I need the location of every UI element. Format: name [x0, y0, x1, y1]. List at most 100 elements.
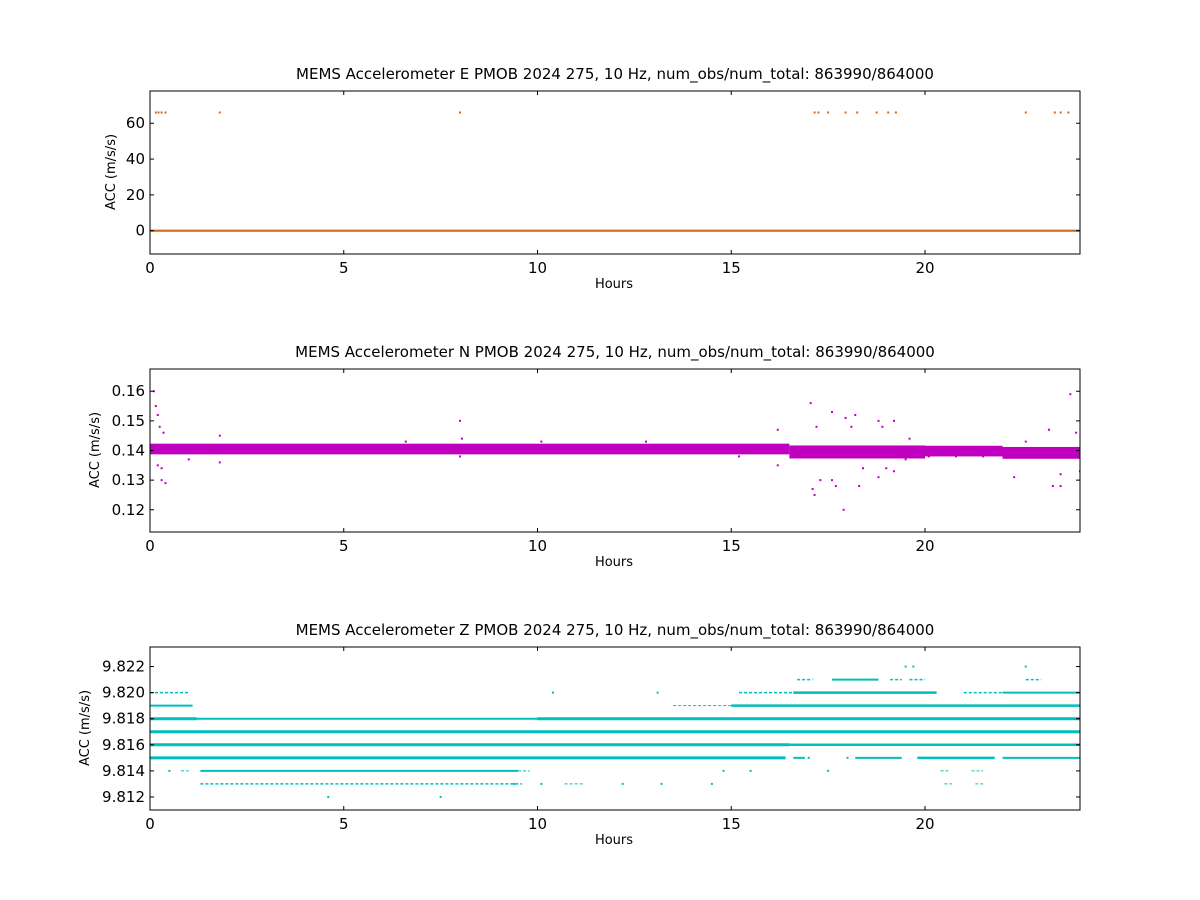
- data-point: [710, 782, 713, 785]
- data-marks: [150, 111, 1080, 232]
- data-point: [738, 455, 740, 458]
- y-tick-label: 9.816: [102, 736, 145, 754]
- x-axis-label: Hours: [595, 277, 633, 292]
- y-tick-label: 0.12: [112, 501, 145, 519]
- data-point: [885, 467, 888, 470]
- data-point: [893, 470, 895, 473]
- y-tick-label: 0.16: [112, 382, 145, 400]
- data-point: [877, 419, 880, 422]
- data-point: [1051, 485, 1054, 488]
- data-point: [862, 467, 864, 470]
- data-point: [831, 479, 833, 482]
- data-point: [827, 111, 830, 114]
- data-point: [813, 111, 816, 114]
- y-tick-label: 9.822: [102, 658, 145, 676]
- data-point: [1059, 485, 1062, 488]
- data-point: [459, 111, 461, 114]
- data-point: [815, 425, 818, 428]
- data-point: [844, 416, 847, 419]
- x-tick-label: 0: [145, 259, 155, 277]
- x-tick-label: 15: [722, 259, 741, 277]
- y-tick-label: 0: [135, 222, 145, 240]
- data-point: [875, 111, 878, 114]
- data-point: [887, 111, 890, 114]
- y-tick-label: 60: [126, 114, 145, 132]
- data-point: [856, 111, 859, 114]
- data-point: [1024, 111, 1027, 114]
- data-point: [404, 440, 407, 443]
- data-point: [1048, 428, 1050, 431]
- chart-title: MEMS Accelerometer E PMOB 2024 275, 10 H…: [296, 65, 934, 84]
- plot-area-z: 0 5 10 15 20 9.812 9.814 9.816 9.818 9.820 9.822: [102, 646, 1081, 833]
- data-point: [168, 769, 171, 772]
- y-axis-label: ACC (m/s/s): [104, 134, 119, 210]
- x-axis-label: Hours: [595, 555, 633, 570]
- data-marks: [150, 665, 1080, 798]
- data-point: [809, 402, 812, 405]
- chart-title: MEMS Accelerometer N PMOB 2024 275, 10 H…: [295, 343, 935, 362]
- data-point: [893, 419, 895, 422]
- y-tick-label: 0.14: [112, 442, 145, 460]
- data-point: [218, 111, 221, 114]
- data-point: [982, 455, 985, 458]
- data-point: [1059, 111, 1062, 114]
- data-point: [540, 782, 543, 785]
- data-point: [1075, 431, 1078, 434]
- subplot-e: MEMS Accelerometer E PMOB 2024 275, 10 H…: [104, 65, 1081, 292]
- y-tick-label: 20: [126, 186, 145, 204]
- data-point: [854, 413, 857, 416]
- data-point: [927, 455, 930, 458]
- data-point: [162, 431, 165, 434]
- data-point: [894, 111, 897, 114]
- data-point: [621, 782, 624, 785]
- y-axis-label: ACC (m/s/s): [88, 412, 103, 488]
- data-point: [660, 782, 663, 785]
- y-tick-label: 9.812: [102, 788, 145, 806]
- data-point: [1069, 393, 1072, 396]
- data-point: [817, 111, 820, 114]
- subplot-z: MEMS Accelerometer Z PMOB 2024 275, 10 H…: [78, 621, 1081, 848]
- y-tick-label: 0.13: [112, 471, 145, 489]
- data-point: [540, 440, 543, 443]
- data-point: [831, 410, 833, 413]
- chart-title: MEMS Accelerometer Z PMOB 2024 275, 10 H…: [296, 621, 935, 640]
- data-point: [881, 425, 884, 428]
- data-point: [776, 464, 779, 467]
- x-tick-label: 5: [339, 259, 349, 277]
- data-point: [819, 479, 822, 482]
- data-marks: [150, 390, 1080, 511]
- data-point: [513, 782, 516, 785]
- data-point: [1053, 111, 1056, 114]
- data-point: [164, 111, 167, 114]
- x-tick-label: 10: [528, 259, 547, 277]
- data-point: [858, 485, 861, 488]
- axes-frame: [149, 646, 1081, 811]
- data-point: [157, 111, 160, 114]
- data-band: [1002, 446, 1080, 459]
- data-point: [962, 756, 965, 759]
- data-point: [1013, 476, 1016, 479]
- data-point: [877, 476, 880, 479]
- x-tick-label: 5: [339, 815, 349, 833]
- data-point: [904, 665, 907, 668]
- x-tick-label: 5: [339, 537, 349, 555]
- data-point: [813, 493, 816, 496]
- x-tick-label: 0: [145, 537, 155, 555]
- data-point: [1059, 473, 1062, 476]
- data-point: [156, 464, 159, 467]
- x-tick-label: 15: [722, 537, 741, 555]
- x-tick-label: 10: [528, 537, 547, 555]
- data-band: [150, 443, 790, 455]
- data-point: [656, 691, 659, 694]
- data-point: [645, 440, 647, 443]
- data-point: [459, 455, 461, 458]
- data-point: [160, 479, 163, 482]
- data-point: [218, 434, 221, 437]
- x-tick-label: 15: [722, 815, 741, 833]
- data-point: [552, 691, 554, 694]
- data-point: [164, 482, 167, 485]
- data-point: [154, 405, 157, 408]
- y-tick-label: 9.820: [102, 684, 145, 702]
- data-point: [1067, 111, 1070, 114]
- data-point: [842, 508, 845, 511]
